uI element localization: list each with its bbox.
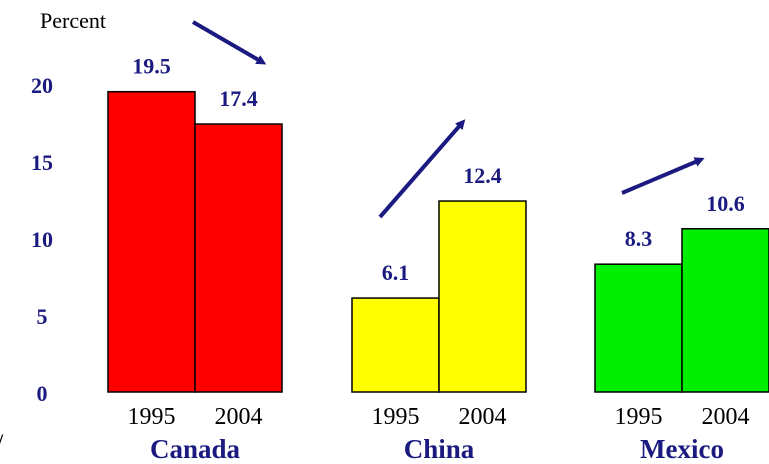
y-tick-label: 15 [31, 150, 53, 175]
bar [438, 200, 527, 393]
group-label: China [404, 434, 475, 464]
year-label: 1995 [372, 404, 420, 430]
group-label: Canada [150, 434, 241, 464]
y-tick-label: 10 [31, 227, 53, 252]
year-label: 2004 [702, 404, 750, 430]
corner-glyph: / [0, 429, 4, 458]
year-label: 2004 [215, 404, 263, 430]
bar-groups: 19.5 1995 17.4 2004 Canada 6.1 1995 12.4 2004 Chi… [107, 54, 769, 464]
y-tick-label: 5 [37, 304, 48, 329]
bar-group-canada: 19.5 1995 17.4 2004 Canada [107, 54, 283, 464]
value-label: 10.6 [706, 191, 745, 216]
bar-group-mexico: 8.3 1995 10.6 2004 Mexico [594, 191, 769, 464]
value-label: 6.1 [382, 260, 410, 285]
y-tick-label: 20 [31, 73, 53, 98]
value-label: 12.4 [463, 163, 502, 188]
trend-arrows [191, 20, 705, 219]
trend-arrow-up [378, 119, 466, 219]
bar [594, 263, 683, 393]
trend-arrow-down [191, 20, 267, 65]
bar-group-china: 6.1 1995 12.4 2004 China [351, 163, 527, 464]
bar [194, 123, 283, 393]
value-label: 8.3 [625, 226, 653, 251]
bar [107, 90, 196, 393]
group-label: Mexico [640, 434, 724, 464]
y-tick-label: 0 [37, 381, 48, 406]
trend-arrow-up [621, 157, 705, 195]
y-axis-ticks: 0 5 10 15 20 [31, 73, 53, 406]
bar [351, 297, 440, 393]
year-label: 1995 [128, 404, 176, 430]
value-label: 19.5 [132, 54, 171, 79]
value-label: 17.4 [219, 86, 258, 111]
y-axis-label: Percent [40, 8, 106, 33]
year-label: 2004 [459, 404, 507, 430]
bar [681, 228, 769, 393]
year-label: 1995 [615, 404, 663, 430]
